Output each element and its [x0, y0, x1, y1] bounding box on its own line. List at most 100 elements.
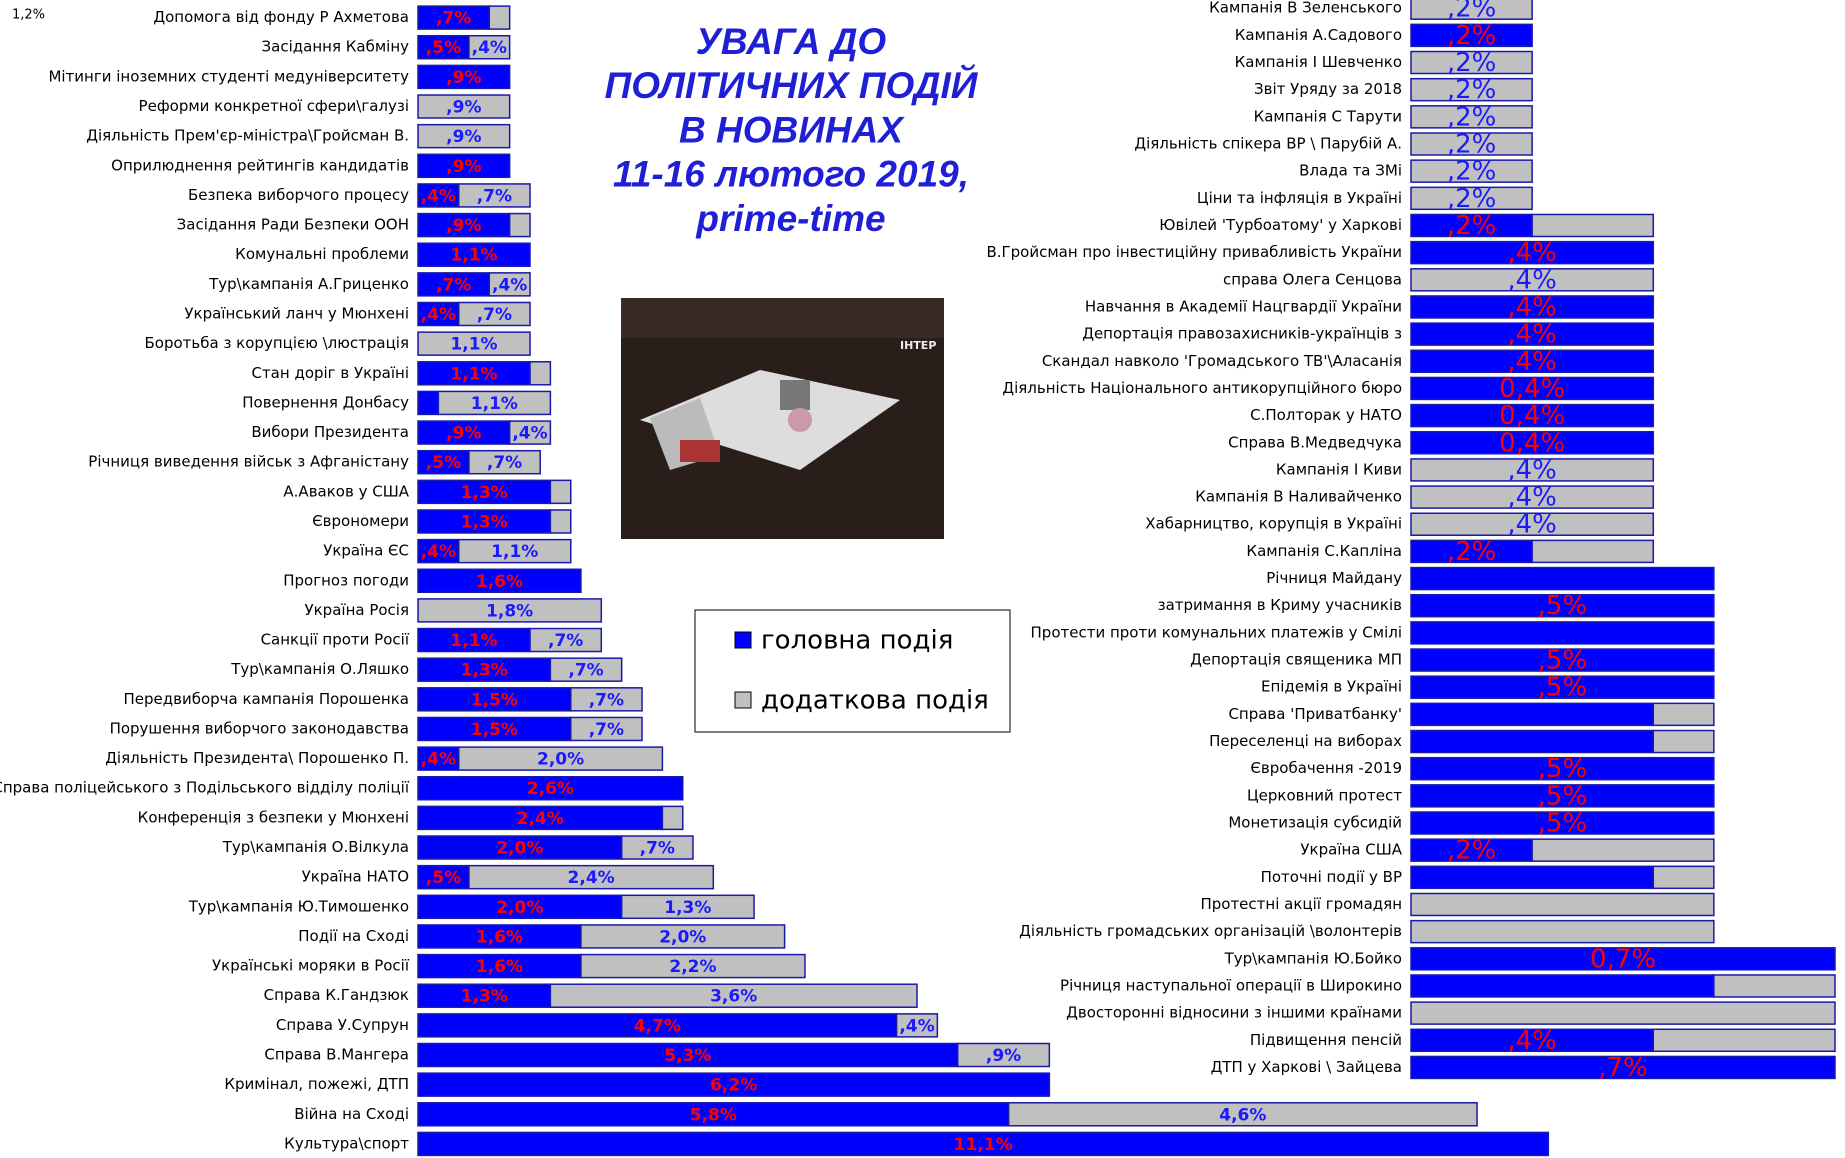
data-label: ,2% [1447, 537, 1497, 567]
category-label: затримання в Криму учасників [1158, 596, 1402, 614]
category-label: Скандал навколо 'Громадського ТВ'\Аласан… [1042, 352, 1402, 370]
category-label: ДТП у Харкові \ Зайцева [1211, 1058, 1402, 1076]
category-label: Справа К.Гандзюк [264, 986, 409, 1004]
data-label: ,2% [1447, 130, 1497, 160]
data-label: ,9% [446, 216, 481, 236]
category-label: Церковний протест [1247, 786, 1402, 804]
data-label: ,9% [446, 157, 481, 177]
category-label: Безпека виборчого процесу [188, 186, 409, 204]
data-label: 2,4% [568, 868, 615, 888]
data-label: ,7% [477, 305, 512, 325]
category-label: Події на Сході [298, 927, 409, 945]
data-label: 6,2% [710, 1076, 757, 1096]
data-label: ,5% [1538, 591, 1588, 621]
data-label: 2,0% [496, 839, 543, 859]
data-label: 1,1% [471, 394, 518, 414]
chart-title: ПОЛІТИЧНИХ ПОДІЙ [605, 64, 979, 106]
data-label: 1,1% [450, 364, 497, 384]
category-label: Кампанія І Шевченко [1235, 53, 1402, 71]
data-label: ,4% [1507, 238, 1557, 268]
data-label: ,2% [1447, 184, 1497, 214]
data-label: ,7% [1598, 1053, 1648, 1083]
data-label: 0,4% [1499, 374, 1565, 404]
data-label: ,4% [1507, 347, 1557, 377]
bar-segment [1653, 866, 1714, 888]
category-label: С.Полторак у НАТО [1250, 406, 1402, 424]
category-label: Справа В.Мангера [264, 1046, 409, 1064]
category-label: Тур\кампанія А.Гриценко [208, 275, 409, 293]
data-label: ,4% [421, 750, 456, 770]
category-label: Передвиборча кампанія Порошенка [124, 690, 410, 708]
data-label: 0,7% [1590, 944, 1656, 974]
data-label: ,4% [1507, 320, 1557, 350]
data-label: 1,1% [450, 246, 497, 266]
data-label: 0,4% [1499, 401, 1565, 431]
category-label: Тур\кампанія Ю.Бойко [1224, 949, 1402, 967]
data-label: ,5% [1538, 809, 1588, 839]
chart-title: prime-time [695, 198, 885, 239]
category-label: Євробачення -2019 [1250, 759, 1402, 777]
data-label: ,9% [446, 127, 481, 147]
data-label: ,2% [1447, 75, 1497, 105]
data-label: 1,1% [450, 631, 497, 651]
category-label: Санкції проти Росії [261, 631, 410, 649]
data-label: ,2% [1447, 102, 1497, 132]
data-label: 2,0% [659, 927, 706, 947]
photo: ІНТЕР [621, 298, 944, 539]
data-label: ,4% [1507, 292, 1557, 322]
data-label: ,9% [446, 68, 481, 88]
data-label: 4,6% [1219, 1105, 1266, 1125]
data-label: ,4% [421, 305, 456, 325]
data-label: ,9% [446, 424, 481, 444]
data-label: 2,6% [527, 779, 574, 799]
data-label: ,5% [1538, 646, 1588, 676]
data-label: 1,6% [476, 957, 523, 977]
bar-segment [1714, 975, 1835, 997]
photo-caption: ІНТЕР [900, 339, 936, 352]
category-label: Підвищення пенсій [1250, 1031, 1402, 1049]
category-label: Український ланч у Мюнхені [184, 305, 409, 323]
category-label: Діяльність Національного антикорупційног… [1002, 379, 1402, 397]
category-label: Стан доріг в Україні [251, 364, 409, 382]
category-label: В.Гройсман про інвестиційну привабливіст… [986, 243, 1402, 261]
bar-segment [1653, 703, 1714, 725]
data-label: ,7% [589, 690, 624, 710]
category-label: А.Аваков у США [283, 482, 409, 500]
data-label: 1,3% [664, 898, 711, 918]
bar-segment [530, 362, 550, 385]
category-label: Поточні події у ВР [1261, 868, 1402, 886]
data-label: ,5% [426, 453, 461, 473]
bar-segment [1653, 1029, 1835, 1051]
data-label: ,4% [1507, 265, 1557, 295]
category-label: Хабарництво, корупція в Україні [1145, 515, 1402, 533]
category-label: Кампанія І Киви [1276, 460, 1402, 478]
data-label: ,5% [1538, 754, 1588, 784]
data-label: ,2% [1447, 21, 1497, 51]
bar-segment [1411, 921, 1714, 943]
data-label: ,9% [986, 1046, 1021, 1066]
category-label: Кампанія В Зеленського [1209, 0, 1402, 17]
category-label: Влада та ЗМі [1299, 162, 1402, 180]
category-label: Єврономери [312, 512, 409, 530]
data-label: ,7% [568, 661, 603, 681]
bar-segment [1411, 731, 1653, 753]
category-label: Українські моряки в Росії [212, 957, 410, 975]
bar-segment [1411, 1002, 1835, 1024]
data-label: 1,3% [461, 483, 508, 503]
category-label: Комунальні проблеми [235, 245, 409, 263]
data-label: ,4% [1507, 1026, 1557, 1056]
category-label: Україна НАТО [302, 868, 409, 886]
data-label: ,5% [426, 38, 461, 58]
data-label: 5,3% [664, 1046, 711, 1066]
data-label: ,4% [421, 186, 456, 206]
data-label: ,5% [426, 868, 461, 888]
category-label: Діяльність спікера ВР \ Парубій А. [1134, 135, 1402, 153]
data-label: 2,0% [496, 898, 543, 918]
category-label: Війна на Сході [294, 1105, 409, 1123]
bar-segment [510, 214, 530, 237]
data-label: 1,8% [486, 601, 533, 621]
data-label: 1,5% [471, 720, 518, 740]
category-label: справа Олега Сенцова [1223, 270, 1402, 288]
data-label: ,2% [1447, 211, 1497, 241]
category-label: Епідемія в Україні [1261, 678, 1402, 696]
